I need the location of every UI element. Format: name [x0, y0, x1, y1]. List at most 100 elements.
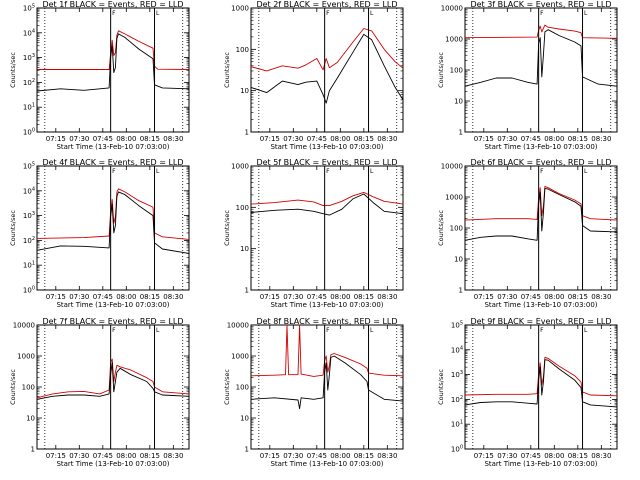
events-series-line [250, 193, 404, 216]
x-tick-label: 08:00 [116, 135, 136, 143]
x-axis-label: Start Time (13-Feb-10 07:03:00) [270, 460, 383, 468]
marker-label: L [584, 168, 588, 175]
y-tick-label: 100 [236, 46, 249, 54]
panel-title: Det 5f BLACK = Events, RED = LLD [256, 158, 397, 167]
panel-title: Det 1f BLACK = Events, RED = LLD [42, 0, 183, 9]
y-axis-label: Counts/sec [223, 369, 231, 405]
x-tick-label: 07:30 [283, 135, 303, 143]
y-tick-label: 102 [451, 395, 463, 404]
plot-frame [250, 324, 404, 450]
y-tick-label: 1000 [231, 353, 249, 361]
x-axis-label: Start Time (13-Feb-10 07:03:00) [56, 460, 169, 468]
x-tick-label: 08:00 [544, 135, 564, 143]
x-tick-label: 08:30 [377, 293, 397, 301]
x-tick-label: 07:45 [307, 135, 327, 143]
marker-label: F [540, 327, 544, 334]
x-tick-label: 07:15 [260, 452, 280, 460]
x-tick-label: 07:15 [46, 135, 66, 143]
y-tick-label: 10 [240, 245, 249, 253]
x-tick-label: 07:15 [260, 135, 280, 143]
marker-label: F [540, 168, 544, 175]
marker-label: F [112, 327, 116, 334]
x-axis-label: Start Time (13-Feb-10 07:03:00) [56, 301, 169, 309]
y-tick-label: 102 [23, 78, 35, 87]
plot-frame [250, 165, 404, 291]
y-tick-label: 10000 [13, 322, 35, 330]
x-tick-label: 08:30 [591, 293, 611, 301]
marker-label: L [156, 10, 160, 17]
y-axis-label: Counts/sec [437, 369, 445, 405]
y-tick-label: 10 [26, 415, 35, 423]
lld-series-line [464, 24, 618, 39]
x-tick-label: 07:15 [474, 135, 494, 143]
panel-title: Det 3f BLACK = Events, RED = LLD [470, 0, 611, 9]
y-tick-label: 10000 [227, 322, 249, 330]
y-tick-label: 100 [450, 225, 463, 233]
y-tick-label: 105 [451, 321, 463, 330]
y-axis-label: Counts/sec [9, 210, 17, 246]
y-tick-label: 1 [245, 287, 249, 295]
panel-title: Det 6f BLACK = Events, RED = LLD [470, 158, 611, 167]
y-axis-label: Counts/sec [9, 369, 17, 405]
events-series-line [36, 362, 190, 400]
x-tick-label: 07:15 [46, 452, 66, 460]
plot-frame [36, 165, 190, 291]
marker-label: L [370, 168, 374, 175]
marker-label: F [112, 168, 116, 175]
y-tick-label: 10 [454, 98, 463, 106]
y-tick-label: 100 [236, 384, 249, 392]
x-tick-label: 08:15 [354, 293, 374, 301]
x-tick-label: 07:45 [307, 293, 327, 301]
lld-series-line [250, 191, 404, 207]
x-tick-label: 07:30 [283, 293, 303, 301]
x-tick-label: 07:15 [474, 452, 494, 460]
marker-label: L [370, 327, 374, 334]
x-tick-label: 07:30 [69, 293, 89, 301]
y-tick-label: 103 [23, 53, 35, 62]
x-tick-label: 07:30 [497, 135, 517, 143]
y-tick-label: 10000 [441, 5, 463, 13]
marker-label: L [156, 327, 160, 334]
y-tick-label: 10 [454, 256, 463, 264]
detector-panel: Det 5f BLACK = Events, RED = LLD 1 10 100 10… [223, 158, 404, 309]
x-tick-label: 07:30 [69, 135, 89, 143]
y-tick-label: 10 [240, 415, 249, 423]
y-tick-label: 1 [459, 287, 463, 295]
events-series-line [250, 355, 404, 410]
y-tick-label: 100 [450, 67, 463, 75]
y-tick-label: 103 [23, 211, 35, 220]
x-tick-label: 07:45 [93, 293, 113, 301]
events-series-line [250, 33, 404, 104]
y-tick-label: 104 [23, 186, 35, 195]
lld-series-line [250, 324, 404, 377]
marker-label: F [112, 10, 116, 17]
events-series-line [464, 187, 618, 241]
panel-title: Det 8f BLACK = Events, RED = LLD [256, 317, 397, 326]
detector-panel: Det 8f BLACK = Events, RED = LLD 1 10 100 10… [223, 317, 404, 468]
y-tick-label: 10000 [441, 163, 463, 171]
marker-label: F [326, 327, 330, 334]
x-tick-label: 08:00 [330, 135, 350, 143]
x-tick-label: 08:30 [591, 135, 611, 143]
x-tick-label: 08:15 [568, 293, 588, 301]
plot-frame [464, 324, 618, 450]
x-tick-label: 08:30 [163, 293, 183, 301]
x-tick-label: 07:30 [497, 452, 517, 460]
detector-panel: Det 1f BLACK = Events, RED = LLD 100 101 10… [9, 0, 190, 151]
x-tick-label: 08:00 [116, 293, 136, 301]
y-axis-label: Counts/sec [437, 210, 445, 246]
x-tick-label: 07:45 [93, 135, 113, 143]
panel-title: Det 4f BLACK = Events, RED = LLD [42, 158, 183, 167]
x-tick-label: 08:15 [140, 293, 160, 301]
x-tick-label: 07:15 [46, 293, 66, 301]
x-tick-label: 07:45 [307, 452, 327, 460]
y-tick-label: 100 [22, 384, 35, 392]
y-axis-label: Counts/sec [223, 210, 231, 246]
y-tick-label: 102 [23, 236, 35, 245]
y-axis-label: Counts/sec [223, 52, 231, 88]
x-tick-label: 07:30 [283, 452, 303, 460]
marker-label: L [584, 10, 588, 17]
marker-label: F [326, 10, 330, 17]
y-tick-label: 100 [236, 204, 249, 212]
